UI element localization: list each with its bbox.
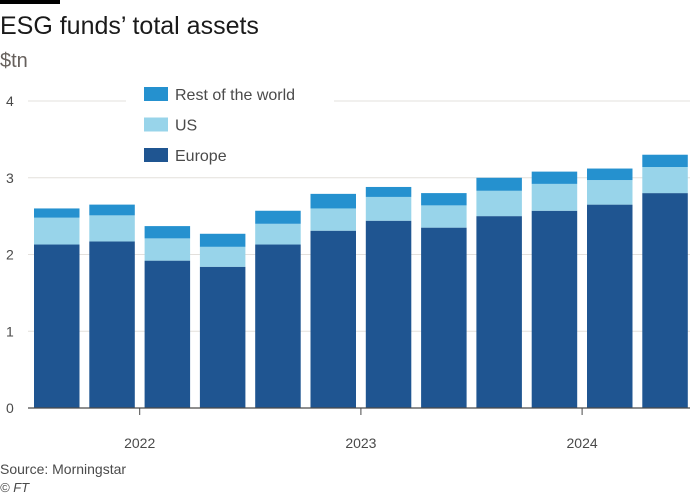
ft-credit: © FT xyxy=(0,480,30,495)
bar-rest-of-the-world xyxy=(144,226,191,239)
grid-layer: 0 1 2 3 4 xyxy=(6,93,690,416)
y-tick-label: 4 xyxy=(6,93,14,109)
bar-rest-of-the-world xyxy=(34,208,80,218)
bar-us xyxy=(365,196,412,221)
y-tick-label: 3 xyxy=(6,170,14,186)
bar-europe xyxy=(531,210,578,408)
bar-us xyxy=(476,190,522,217)
bar-europe xyxy=(199,266,246,408)
x-tick-label: 2023 xyxy=(345,435,376,451)
chart-title: ESG funds’ total assets xyxy=(0,12,259,40)
bar-europe xyxy=(144,260,191,408)
bar-rest-of-the-world xyxy=(365,186,412,197)
axis-layer: 2022 2023 2024 xyxy=(28,407,690,451)
bar-europe xyxy=(365,220,412,408)
x-tick-label: 2024 xyxy=(567,435,598,451)
bar-us xyxy=(199,246,246,267)
bar-rest-of-the-world xyxy=(531,171,578,184)
bar-europe xyxy=(34,244,80,408)
y-tick-label: 2 xyxy=(6,247,14,263)
brand-bar xyxy=(0,0,60,4)
y-tick-label: 1 xyxy=(6,323,14,339)
legend-label-europe: Europe xyxy=(175,148,227,165)
bars-layer xyxy=(34,154,688,408)
legend-label-rest-of-the-world: Rest of the world xyxy=(175,87,295,104)
bar-europe xyxy=(587,204,633,408)
bar-us xyxy=(34,217,80,245)
bar-us xyxy=(531,183,578,211)
bar-europe xyxy=(642,193,688,408)
bar-us xyxy=(255,223,301,245)
bar-rest-of-the-world xyxy=(476,177,522,191)
legend-swatch-rest-of-the-world xyxy=(144,87,168,101)
bar-us xyxy=(421,205,467,228)
bar-europe xyxy=(421,227,467,408)
bar-europe xyxy=(255,244,301,408)
bar-us xyxy=(144,238,191,261)
bar-rest-of-the-world xyxy=(255,210,301,224)
bar-rest-of-the-world xyxy=(310,193,356,209)
x-tick-label: 2022 xyxy=(124,435,155,451)
y-tick-label: 0 xyxy=(6,400,14,416)
bar-europe xyxy=(476,216,522,408)
stacked-bar-chart: 0 1 2 3 4 2022 2023 2024 Rest of the world US Eu… xyxy=(6,80,690,451)
bar-rest-of-the-world xyxy=(587,168,633,181)
chart-subtitle: $tn xyxy=(0,50,28,72)
bar-us xyxy=(642,167,688,194)
bar-us xyxy=(89,215,135,242)
legend: Rest of the world US Europe xyxy=(126,80,334,176)
bar-europe xyxy=(310,230,356,408)
legend-swatch-europe xyxy=(144,148,168,162)
bar-europe xyxy=(89,241,135,408)
bar-rest-of-the-world xyxy=(421,193,467,206)
bar-rest-of-the-world xyxy=(89,204,135,216)
bar-us xyxy=(310,208,356,231)
legend-label-us: US xyxy=(175,118,197,135)
legend-swatch-us xyxy=(144,117,168,132)
bar-us xyxy=(587,180,633,205)
bar-rest-of-the-world xyxy=(199,233,246,247)
source-note: Source: Morningstar xyxy=(0,461,127,477)
bar-rest-of-the-world xyxy=(642,154,688,168)
